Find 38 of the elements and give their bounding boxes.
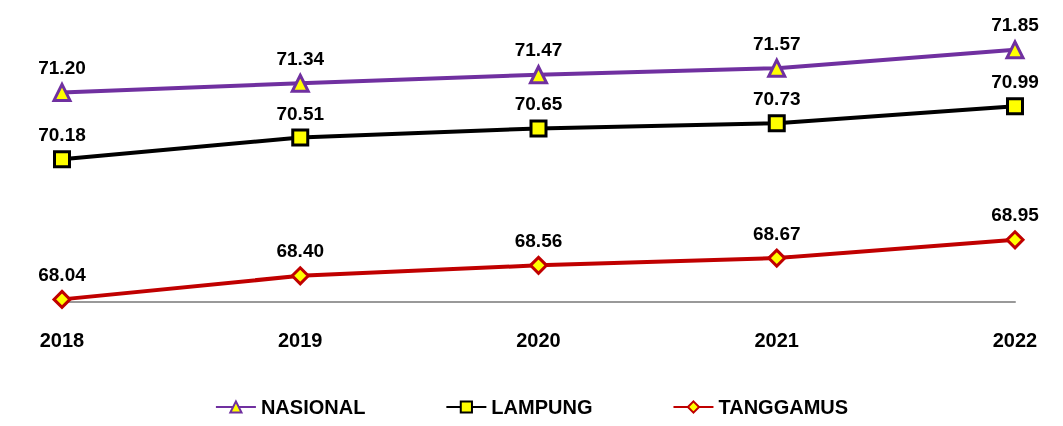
x-tick-label: 2021	[754, 329, 799, 351]
data-label: 71.20	[38, 56, 86, 78]
data-label: 71.47	[514, 39, 563, 61]
point	[529, 65, 548, 85]
point	[53, 150, 71, 169]
data-label: 70.99	[991, 71, 1039, 93]
point	[290, 73, 310, 93]
data-label: 70.65	[514, 93, 563, 115]
x-tick-label: 2020	[516, 329, 561, 351]
point	[1006, 97, 1024, 116]
data-label: 68.95	[991, 204, 1040, 226]
data-label: 70.51	[276, 102, 325, 124]
point	[1005, 230, 1025, 250]
point	[529, 119, 548, 138]
point	[766, 56, 787, 78]
x-tick-label: 2019	[278, 329, 323, 351]
point	[52, 82, 72, 102]
x-tick-label: 2022	[992, 329, 1038, 351]
data-label: 71.85	[991, 14, 1040, 36]
legend-label: LAMPUNG	[491, 396, 593, 418]
data-label: 71.57	[752, 32, 801, 54]
point	[767, 248, 787, 268]
point	[529, 255, 548, 275]
data-label: 68.67	[752, 222, 801, 244]
x-tick-label: 2018	[39, 329, 85, 351]
point	[290, 266, 310, 286]
data-label: 68.04	[38, 263, 87, 285]
data-label: 68.40	[276, 240, 325, 262]
data-label: 71.34	[276, 47, 325, 69]
data-label: 70.18	[38, 124, 86, 146]
point	[767, 114, 786, 133]
point	[52, 289, 72, 309]
point	[291, 128, 310, 147]
data-label: 68.56	[514, 229, 563, 251]
data-label: 70.73	[752, 88, 801, 110]
point	[1005, 40, 1025, 60]
legend-label: TANGGAMUS	[718, 396, 849, 418]
legend-label: NASIONAL	[260, 396, 366, 418]
